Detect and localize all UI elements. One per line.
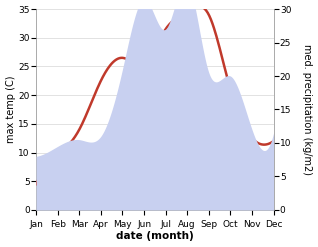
Y-axis label: max temp (C): max temp (C) <box>5 76 16 143</box>
Y-axis label: med. precipitation (kg/m2): med. precipitation (kg/m2) <box>302 44 313 175</box>
X-axis label: date (month): date (month) <box>116 231 194 242</box>
